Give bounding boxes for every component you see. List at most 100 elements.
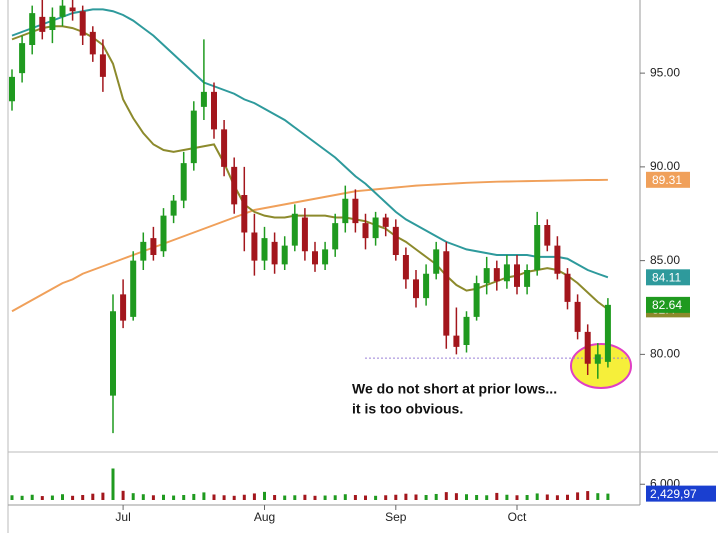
candle-body xyxy=(9,76,15,102)
volume-bar xyxy=(263,491,266,500)
candle-body xyxy=(594,354,601,364)
price-flag xyxy=(646,171,690,188)
volume-bar xyxy=(101,492,105,500)
candle-body xyxy=(413,279,419,299)
volume-bar xyxy=(374,495,378,500)
candle-body xyxy=(19,43,26,74)
volume-bar xyxy=(384,495,388,500)
volume-bar xyxy=(222,495,226,500)
volume-bar xyxy=(353,495,357,500)
volume-bar xyxy=(586,491,590,500)
candle-body xyxy=(423,273,430,299)
candle-body xyxy=(453,335,460,347)
candle-body xyxy=(574,301,581,332)
volume-bar xyxy=(434,493,438,500)
y-tick-label: 85.00 xyxy=(650,253,680,267)
annotation: We do not short at prior lows... xyxy=(352,381,557,397)
candle-body xyxy=(514,264,520,287)
price-flag-label: 82.64 xyxy=(652,298,682,312)
candle-body xyxy=(524,270,531,287)
candle-body xyxy=(342,198,349,224)
candle-body xyxy=(241,195,248,233)
volume-bar xyxy=(81,495,85,500)
candle-body xyxy=(322,249,329,265)
volume-flag xyxy=(646,485,716,502)
volume-bar xyxy=(91,493,95,500)
volume-bar xyxy=(273,495,277,500)
volume-bar xyxy=(333,495,337,500)
candle-body xyxy=(130,260,137,317)
candle-body xyxy=(544,225,551,246)
candle-body xyxy=(69,7,76,12)
volume-bar xyxy=(454,493,458,500)
volume-bar xyxy=(172,495,176,500)
candle-body xyxy=(261,238,268,261)
volume-bar xyxy=(192,493,196,500)
volume-bar xyxy=(71,495,75,500)
volume-bar xyxy=(495,492,499,500)
candle-body xyxy=(59,5,66,17)
price-flag-label: 89.31 xyxy=(652,173,682,187)
x-tick-label: Jul xyxy=(115,510,130,524)
candle-body xyxy=(534,225,541,270)
price-flag xyxy=(646,269,690,286)
volume-bar xyxy=(10,495,14,500)
volume-bar xyxy=(50,495,54,500)
candle-body xyxy=(170,200,177,216)
candle-body xyxy=(483,268,490,284)
volume-bar xyxy=(182,495,186,500)
volume-bar xyxy=(555,495,559,500)
candle-body xyxy=(402,255,409,280)
volume-bar xyxy=(576,492,580,500)
x-tick-label: Sep xyxy=(385,510,407,524)
candle-body xyxy=(49,16,56,30)
volume-bar xyxy=(252,493,256,500)
candle-body xyxy=(251,232,258,261)
y-tick-label: 90.00 xyxy=(650,159,680,173)
volume-bar xyxy=(162,494,165,500)
candle-body xyxy=(150,238,157,255)
candle-body xyxy=(332,223,339,250)
volume-bar xyxy=(202,492,206,500)
candle-body xyxy=(29,13,36,45)
candle-body xyxy=(89,31,96,55)
candle-body xyxy=(291,213,298,246)
candle-body xyxy=(231,166,238,205)
volume-bar xyxy=(485,495,489,500)
candle-body xyxy=(160,215,167,252)
volume-bar xyxy=(566,494,569,500)
candle-body xyxy=(463,316,470,345)
volume-bar xyxy=(111,468,115,500)
candle-body xyxy=(200,91,207,107)
volume-bar xyxy=(364,495,367,500)
volume-bar xyxy=(131,493,135,500)
volume-bar xyxy=(121,490,125,500)
highlight-circle xyxy=(570,343,632,389)
volume-bar xyxy=(323,495,327,500)
volume-bar xyxy=(545,494,549,500)
volume-bar xyxy=(525,495,529,500)
candle-body xyxy=(221,129,228,167)
volume-bar xyxy=(141,494,145,500)
volume-bar xyxy=(232,495,236,500)
volume-bar xyxy=(313,495,317,500)
volume-bar xyxy=(606,493,610,500)
candle-body xyxy=(99,54,106,77)
y-tick-label: 95.00 xyxy=(650,65,680,79)
candle-body xyxy=(584,331,591,364)
volume-bar xyxy=(20,495,24,500)
volume-bar xyxy=(465,494,468,500)
price-flag xyxy=(646,296,690,313)
moving-average-line xyxy=(11,8,609,279)
volume-bar xyxy=(303,494,307,500)
volume-bar xyxy=(444,492,448,500)
price-flag-label: 84.11 xyxy=(652,270,681,284)
volume-bar xyxy=(61,494,64,500)
candle-body xyxy=(281,245,288,265)
volume-bar xyxy=(505,494,509,500)
volume-bar xyxy=(343,494,347,500)
candle-body xyxy=(433,249,440,274)
candle-body xyxy=(604,304,611,362)
volume-bar xyxy=(414,494,418,500)
candle-body xyxy=(140,241,147,261)
